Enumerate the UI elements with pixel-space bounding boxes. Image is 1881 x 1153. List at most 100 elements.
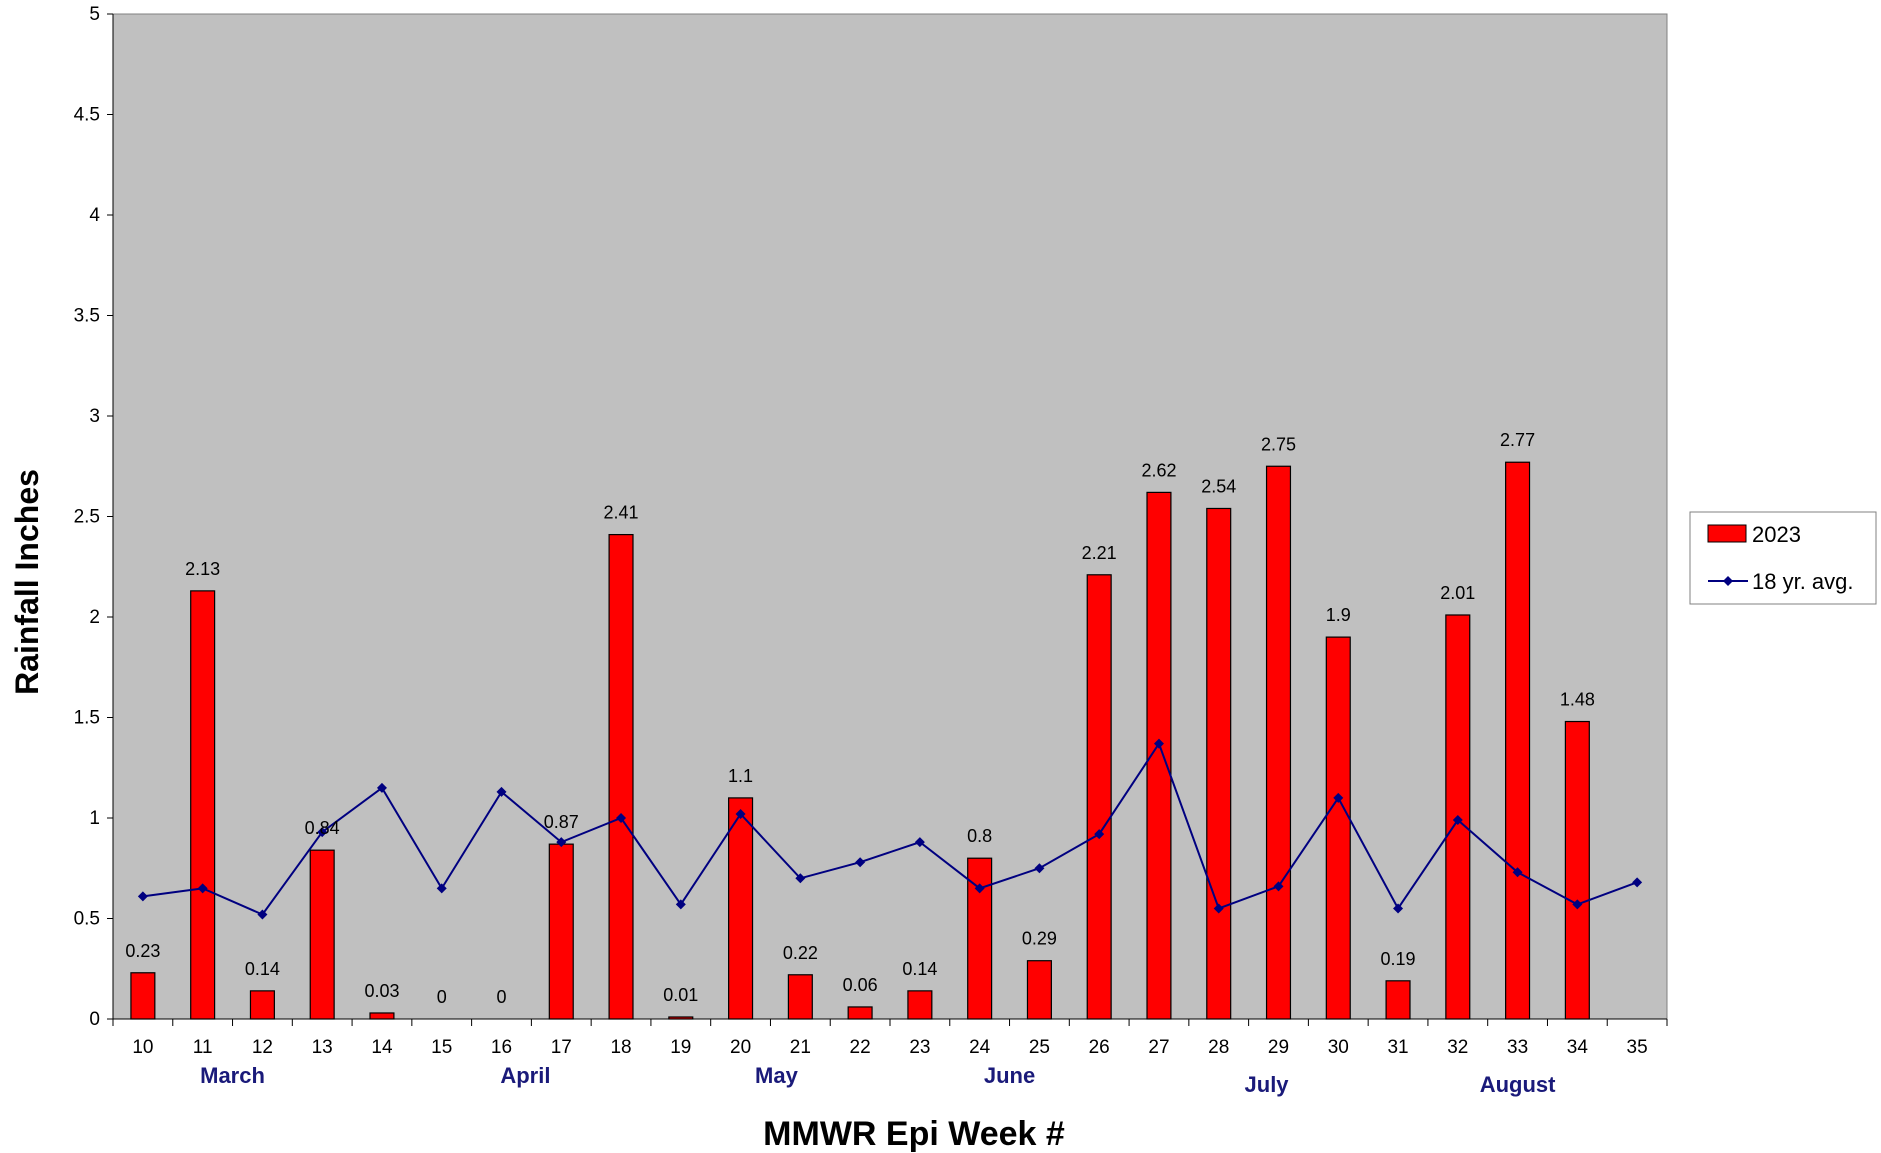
- data-label-14: 0.03: [364, 981, 399, 1001]
- data-label-18: 2.41: [604, 503, 639, 523]
- bar-10: [130, 972, 156, 1020]
- avg-point-30: [1333, 792, 1344, 803]
- data-labels: 0.23 2.13 0.14 0.84 0.03 0 0 0.87 2.41 0.01 1.1 0.2…: [125, 430, 1595, 1007]
- avg-point-18: [616, 813, 627, 823]
- bar-13: [309, 849, 335, 1020]
- bar-26: [1086, 574, 1112, 1020]
- y-tick-label: 3: [89, 406, 100, 427]
- data-label-25: 0.29: [1022, 929, 1057, 949]
- x-tick-label: 30: [1328, 1037, 1349, 1058]
- x-axis-title: MMWR Epi Week #: [763, 1115, 1065, 1153]
- avg-point-34: [1572, 899, 1583, 910]
- data-label-33: 2.77: [1500, 430, 1535, 450]
- avg-point-15: [436, 883, 447, 894]
- x-tick-label: 29: [1268, 1037, 1289, 1058]
- avg-point-28: [1213, 903, 1224, 914]
- x-tick-label: 20: [730, 1037, 751, 1058]
- x-tick-label: 18: [610, 1037, 631, 1058]
- data-label-16: 0: [496, 987, 506, 1007]
- avg-point-31: [1393, 903, 1404, 914]
- avg-point-22: [855, 857, 866, 868]
- bar-18: [608, 533, 634, 1020]
- avg-point-24: [974, 883, 985, 894]
- x-tick-label: 33: [1507, 1037, 1528, 1058]
- x-tick-label: 14: [371, 1037, 393, 1058]
- x-tick-label: 13: [312, 1037, 333, 1058]
- data-label-34: 1.48: [1560, 690, 1595, 710]
- data-label-11: 2.13: [185, 559, 220, 579]
- month-label-march: March: [200, 1063, 265, 1088]
- data-label-12: 0.14: [245, 959, 280, 979]
- data-label-20: 1.1: [728, 766, 753, 786]
- x-tick-label: 28: [1208, 1037, 1229, 1058]
- bar-17: [548, 843, 574, 1020]
- x-tick-label: 15: [431, 1037, 452, 1058]
- x-tick-label: 25: [1029, 1037, 1050, 1058]
- bar-31: [1385, 980, 1411, 1020]
- bar-11: [190, 590, 216, 1020]
- data-label-27: 2.62: [1141, 460, 1176, 480]
- x-tick-label: 12: [252, 1037, 273, 1058]
- avg-point-21: [795, 873, 806, 884]
- avg-point-20: [735, 808, 746, 819]
- data-label-15: 0: [437, 987, 447, 1007]
- data-label-26: 2.21: [1082, 543, 1117, 563]
- x-tick-label: 35: [1627, 1037, 1648, 1058]
- data-label-17: 0.87: [544, 812, 579, 832]
- y-axis-title: Rainfall Inches: [9, 469, 45, 695]
- axes: 0 0.5 1 1.5 2 2.5 3 3.5 4 4.5 5 10 11 12 13 14 15 16 17 18 1…: [74, 4, 1668, 1058]
- y-tick-label: 1.5: [74, 708, 100, 729]
- avg-point-27: [1153, 738, 1164, 749]
- data-label-32: 2.01: [1440, 583, 1475, 603]
- y-tick-label: 3.5: [74, 306, 100, 327]
- avg-point-12: [257, 909, 268, 920]
- y-tick-label: 4.5: [74, 105, 100, 126]
- x-tick-label: 26: [1089, 1037, 1110, 1058]
- avg-point-25: [1034, 863, 1045, 874]
- bar-14: [369, 1012, 395, 1020]
- x-tick-label: 10: [132, 1037, 153, 1058]
- bar-34: [1564, 720, 1590, 1020]
- data-label-23: 0.14: [902, 959, 937, 979]
- x-tick-label: 23: [909, 1037, 930, 1058]
- legend-label-avg: 18 yr. avg.: [1752, 569, 1854, 594]
- x-tick-label: 11: [193, 1037, 213, 1058]
- bar-25: [1026, 960, 1052, 1020]
- avg-point-35: [1632, 877, 1643, 888]
- avg-point-33: [1512, 867, 1523, 878]
- bar-20: [728, 797, 754, 1020]
- x-tick-label: 24: [969, 1037, 991, 1058]
- avg-point-16: [496, 786, 507, 797]
- data-label-28: 2.54: [1201, 476, 1236, 496]
- legend: 2023 18 yr. avg.: [1689, 511, 1877, 605]
- y-tick-label: 2: [89, 607, 100, 628]
- avg-point-26: [1094, 829, 1105, 840]
- bar-30: [1325, 636, 1351, 1020]
- month-labels: March April May June July August: [200, 1063, 1556, 1097]
- data-label-21: 0.22: [783, 943, 818, 963]
- avg-point-32: [1452, 815, 1463, 826]
- x-tick-label: 32: [1447, 1037, 1468, 1058]
- bar-12: [249, 990, 275, 1020]
- month-label-june: June: [984, 1063, 1035, 1088]
- line-series: [137, 738, 1643, 920]
- avg-point-19: [675, 899, 686, 910]
- y-tick-label: 5: [89, 4, 100, 25]
- bar-33: [1505, 461, 1531, 1020]
- legend-marker-avg: [1723, 576, 1733, 586]
- y-tick-label: 0.5: [74, 909, 100, 930]
- avg-point-17: [556, 837, 567, 848]
- x-tick-label: 21: [790, 1037, 811, 1058]
- month-label-august: August: [1480, 1072, 1556, 1097]
- legend-swatch-2023: [1707, 524, 1747, 543]
- data-label-29: 2.75: [1261, 434, 1296, 454]
- data-label-30: 1.9: [1326, 605, 1351, 625]
- month-label-april: April: [500, 1063, 550, 1088]
- data-label-22: 0.06: [843, 975, 878, 995]
- bar-28: [1206, 507, 1232, 1020]
- x-tick-label: 34: [1567, 1037, 1589, 1058]
- y-tick-label: 1: [89, 808, 100, 829]
- bar-23: [907, 990, 933, 1020]
- avg-point-13: [317, 827, 328, 838]
- data-label-10: 0.23: [125, 941, 160, 961]
